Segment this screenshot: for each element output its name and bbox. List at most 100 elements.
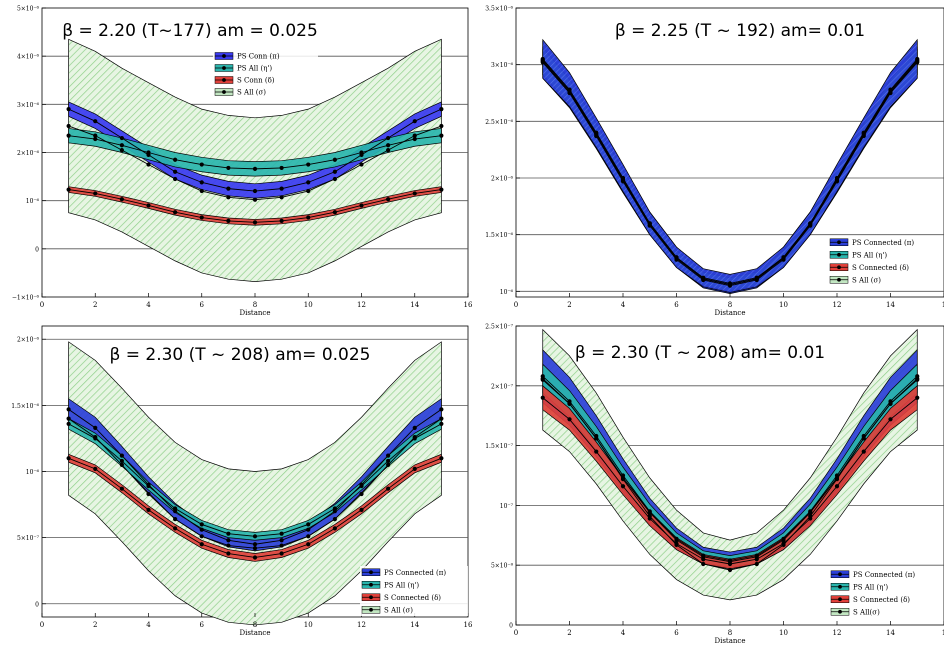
data-point — [386, 453, 391, 458]
data-point — [359, 162, 364, 167]
data-point — [279, 195, 284, 200]
y-tick-label: 0 — [35, 246, 39, 253]
legend-label: S All (σ) — [852, 276, 881, 284]
x-tick-label: 0 — [514, 301, 518, 309]
data-point — [226, 538, 231, 543]
legend-swatch — [214, 52, 234, 60]
data-point — [279, 218, 284, 223]
data-point — [674, 255, 679, 260]
data-point — [567, 87, 572, 92]
data-point — [226, 551, 231, 556]
data-point — [781, 541, 786, 546]
data-point — [439, 133, 444, 138]
data-point — [915, 56, 920, 62]
chart-panel-2: 0 2 4 6 8 10 12 14 1 10⁻⁶ 1.5×10⁻⁶ 2×10⁻⁶ 2.5×10⁻⁶ 3×… — [485, 6, 944, 317]
data-point — [754, 561, 759, 567]
legend-swatch — [830, 595, 850, 603]
x-tick-label: 10 — [779, 301, 788, 309]
data-point — [620, 475, 626, 480]
data-point — [781, 255, 786, 260]
legend-swatch — [830, 608, 850, 616]
data-point — [226, 186, 231, 191]
y-tick-label: 5×10⁻⁷ — [17, 535, 40, 542]
data-point — [93, 133, 98, 138]
data-point — [93, 191, 98, 196]
data-point — [173, 506, 178, 511]
data-point — [93, 119, 98, 124]
data-point — [701, 561, 706, 567]
x-tick-label: 8 — [728, 629, 732, 637]
data-point — [594, 130, 599, 135]
data-point — [279, 538, 284, 543]
chart-panel-4: 02468101214105×10⁻⁸10⁻⁷1.5×10⁻⁷2×10⁻⁷2.5… — [485, 324, 944, 645]
legend-label: PS Conn (π) — [237, 53, 280, 61]
legend-label: PS Connected (π) — [384, 569, 446, 577]
x-tick-label: 0 — [40, 301, 44, 309]
chart-panel-3: 0 2 4 6 8 10 12 14 16 0 5×10⁻⁷ 10⁻⁶ 1.5×10⁻⁶ 2×10⁻⁶ Di… — [11, 325, 473, 637]
data-point — [119, 453, 124, 458]
data-point — [332, 506, 337, 511]
data-point — [93, 466, 98, 471]
y-tick-label: 4×10⁻⁶ — [17, 54, 40, 61]
chart-title: β = 2.25 (T ~ 192) am= 0.01 — [615, 21, 865, 41]
data-point — [386, 486, 391, 491]
data-point — [834, 475, 840, 480]
data-point — [173, 526, 178, 531]
data-point — [279, 543, 284, 548]
data-point — [146, 491, 151, 497]
x-tick-label: 2 — [567, 629, 571, 637]
x-tick-label: 2 — [567, 301, 571, 309]
x-axis-label: Distance — [239, 309, 270, 317]
data-point — [727, 561, 733, 567]
data-point — [674, 537, 679, 543]
y-tick-label: 2×10⁻⁶ — [491, 176, 514, 183]
data-point — [412, 436, 417, 441]
x-tick-label: 12 — [357, 301, 366, 309]
legend-label: S Connected (δ) — [852, 264, 909, 272]
x-axis-label: Distance — [714, 637, 745, 645]
data-point — [306, 180, 311, 185]
data-point — [66, 187, 71, 192]
legend-label: PS All (η') — [852, 251, 887, 259]
data-point — [146, 507, 151, 512]
data-point — [226, 218, 231, 223]
data-point — [594, 449, 599, 454]
x-tick-label: 0 — [514, 629, 518, 637]
data-point — [119, 458, 124, 464]
data-point — [359, 507, 364, 512]
data-point — [359, 483, 364, 489]
data-point — [119, 197, 124, 202]
data-point — [332, 526, 337, 531]
legend-label: S Connected (δ) — [853, 596, 910, 604]
data-point — [66, 107, 71, 112]
x-tick-label: 10 — [304, 621, 313, 629]
data-point — [332, 176, 337, 182]
legend: PS Connected (π) PS All (η') S Connected (… — [829, 568, 941, 618]
data-point — [119, 143, 124, 148]
error-band-4 — [542, 328, 918, 601]
legend-swatch — [829, 276, 849, 284]
y-tick-label: 2×10⁻⁶ — [17, 337, 40, 344]
y-tick-label: 1.5×10⁻⁶ — [485, 232, 513, 239]
data-point — [306, 162, 311, 167]
data-point — [226, 195, 231, 200]
data-point — [306, 188, 311, 194]
legend-swatch — [361, 568, 381, 576]
data-point — [754, 275, 759, 280]
data-point — [306, 542, 311, 547]
data-point — [808, 516, 813, 521]
legend: PS Conn (π) PS All (η') S Conn (δ) S All (σ… — [213, 50, 318, 98]
y-tick-label: 5×10⁻⁸ — [491, 563, 514, 570]
data-point — [199, 522, 204, 527]
x-tick-label: 1 — [942, 629, 944, 637]
legend-swatch — [361, 593, 381, 601]
y-tick-label: 3×10⁻⁶ — [491, 62, 514, 69]
legend-swatch — [214, 64, 234, 72]
data-point — [279, 186, 284, 191]
data-point — [386, 197, 391, 202]
data-point — [306, 215, 311, 220]
data-point — [93, 425, 98, 430]
data-point — [412, 136, 417, 142]
data-point — [199, 215, 204, 220]
data-point — [226, 543, 231, 548]
